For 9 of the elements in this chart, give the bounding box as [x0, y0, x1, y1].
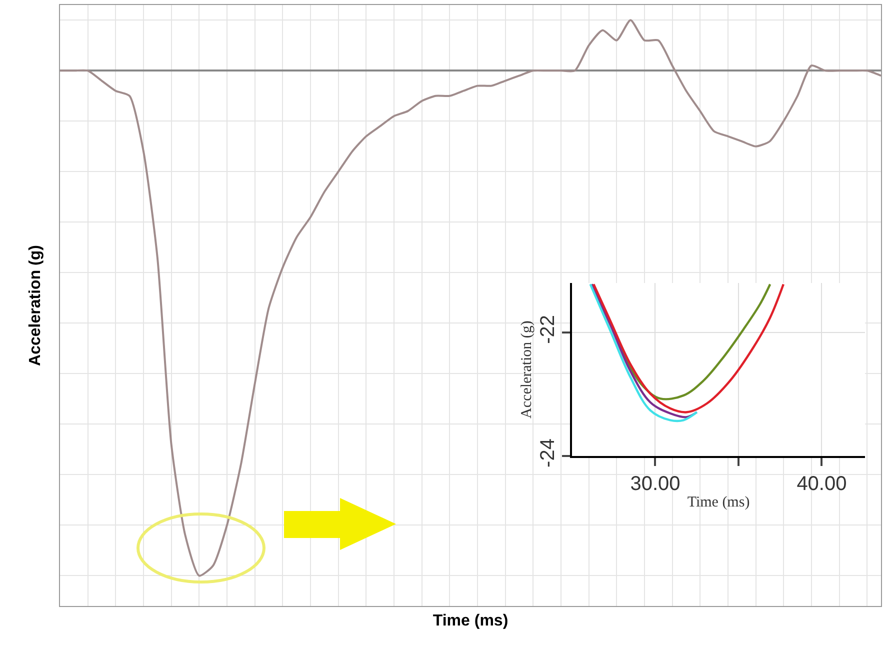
x-axis-title: Time (ms): [432, 612, 508, 630]
x-tick-label: 30.00: [630, 473, 680, 495]
y-axis-title: Acceleration (g): [26, 245, 44, 366]
line-series: [592, 283, 785, 414]
x-axis-title: Time (ms): [687, 494, 750, 510]
y-tick-label: -24: [537, 438, 559, 468]
y-tick-label: -22: [537, 314, 559, 344]
y-axis-title: Acceleration (g): [518, 320, 535, 418]
x-tick-label: 40.00: [796, 473, 847, 495]
